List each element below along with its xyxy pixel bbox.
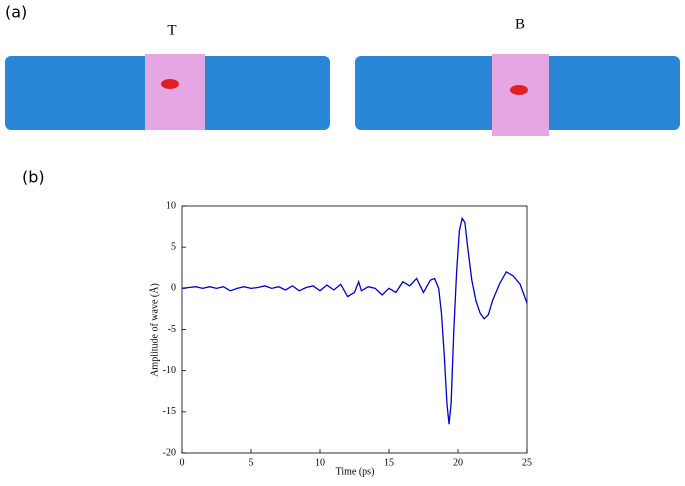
y-tick-label: 5	[171, 241, 176, 252]
defect	[510, 85, 528, 95]
x-tick-label: 5	[249, 457, 254, 468]
x-tick-label: 25	[522, 457, 532, 468]
y-tick-label: -20	[163, 447, 176, 458]
panel-label: (b)	[22, 168, 45, 187]
x-tick-label: 10	[315, 457, 325, 468]
plot-frame	[181, 205, 528, 454]
y-axis-label: Amplitude of wave (Å)	[148, 283, 160, 377]
y-tick-label: -10	[163, 365, 176, 376]
y-tick-label: 10	[166, 200, 176, 211]
tube-band	[492, 54, 549, 136]
x-tick-label: 15	[384, 457, 394, 468]
panel-label: (a)	[5, 3, 27, 22]
x-tick-label: 0	[180, 457, 185, 468]
tube-title: B	[515, 16, 525, 32]
tube-band	[145, 54, 205, 130]
tube-title: T	[167, 22, 176, 38]
y-tick-label: -15	[163, 406, 176, 417]
tube-left	[5, 54, 330, 130]
y-tick-label: -5	[168, 324, 176, 335]
tube-right	[355, 54, 680, 136]
x-axis-label: Time (ps)	[336, 466, 375, 477]
data-line	[181, 216, 528, 425]
y-tick-label: 0	[171, 283, 176, 294]
x-tick-label: 20	[453, 457, 463, 468]
defect	[161, 79, 179, 89]
